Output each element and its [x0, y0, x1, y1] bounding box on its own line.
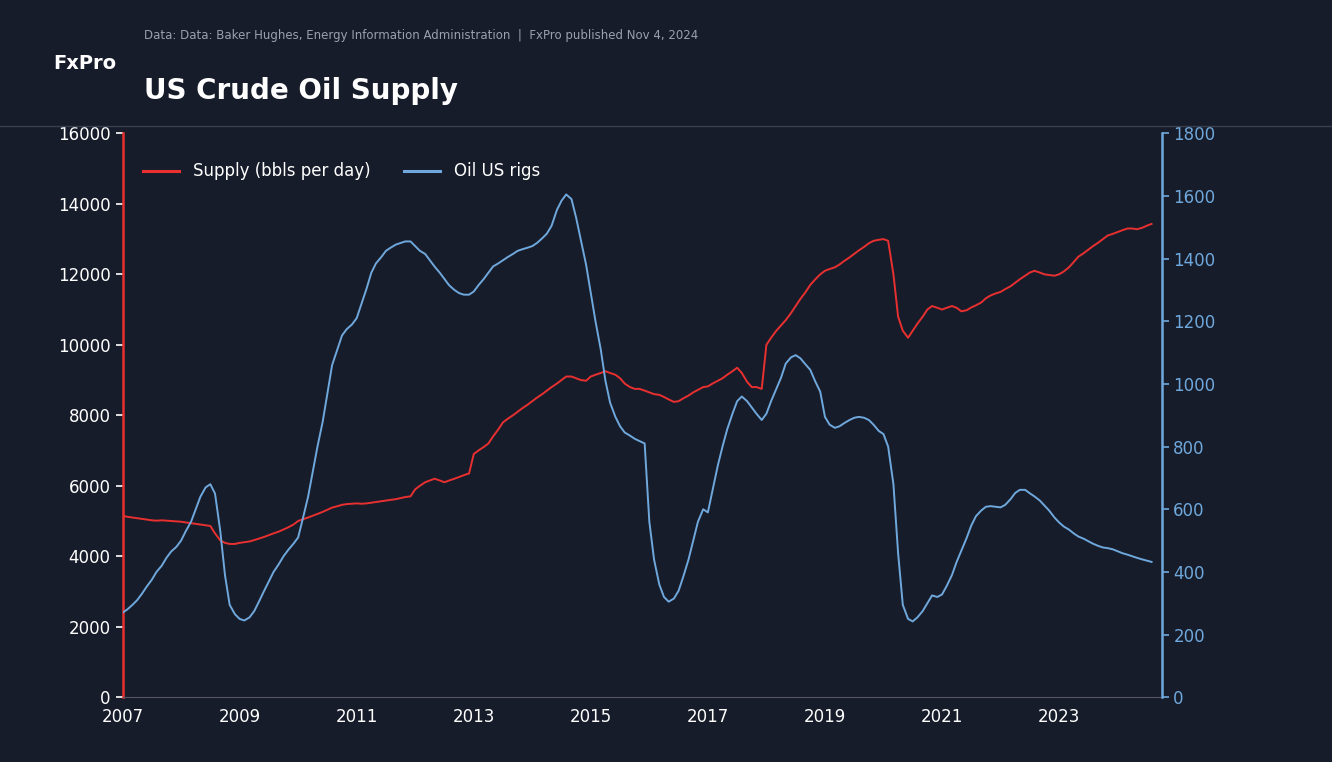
Text: US Crude Oil Supply: US Crude Oil Supply [144, 76, 458, 104]
Text: FxPro: FxPro [53, 54, 117, 73]
Text: Data: Data: Baker Hughes, Energy Information Administration  |  FxPro published : Data: Data: Baker Hughes, Energy Informa… [144, 29, 698, 42]
Legend: Supply (bbls per day), Oil US rigs: Supply (bbls per day), Oil US rigs [136, 155, 546, 187]
